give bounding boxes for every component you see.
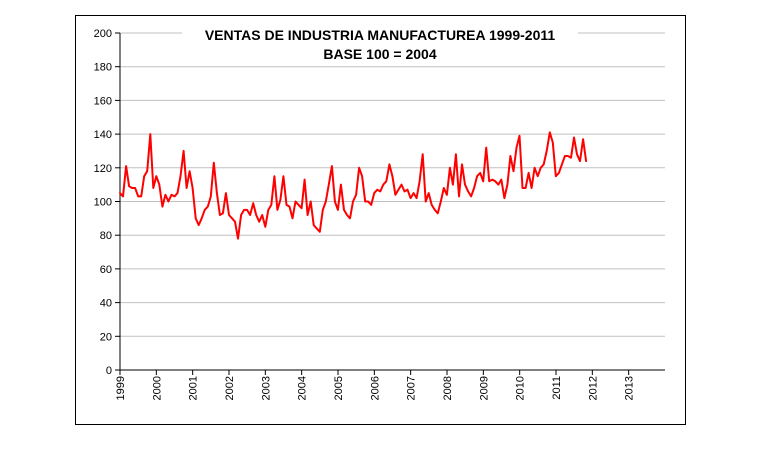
x-tick-label: 1999 (115, 376, 127, 400)
x-tick-label: 2008 (442, 376, 454, 400)
x-tick-label: 2002 (224, 376, 236, 400)
y-tick-label: 80 (100, 230, 112, 242)
chart-subtitle: BASE 100 = 2004 (323, 46, 436, 62)
y-tick-label: 20 (100, 331, 112, 343)
y-tick-label: 140 (94, 129, 112, 141)
y-tick-label: 200 (94, 28, 112, 40)
x-tick-label: 2000 (151, 376, 163, 400)
title-layer: VENTAS DE INDUSTRIA MANUFACTUREA 1999-20… (182, 22, 578, 62)
y-tick-label: 160 (94, 95, 112, 107)
x-tick-label: 2011 (551, 376, 563, 400)
x-tick-label: 2013 (624, 376, 636, 400)
grid-layer (120, 32, 665, 337)
y-tick-label: 180 (94, 62, 112, 74)
x-tick-label: 2006 (369, 376, 381, 400)
x-tick-label: 2005 (333, 376, 345, 400)
y-tick-label: 100 (94, 197, 112, 209)
x-tick-label: 2001 (188, 376, 200, 400)
x-tick-label: 2004 (297, 376, 309, 400)
x-tick-label: 2003 (260, 376, 272, 400)
y-tick-label: 120 (94, 163, 112, 175)
chart-title: VENTAS DE INDUSTRIA MANUFACTUREA 1999-20… (205, 27, 556, 43)
axis-layer: 0 20 40 60 80 100 120 140 160 180 200 1999 2000 2001 2… (94, 28, 665, 400)
y-tick-label: 40 (100, 298, 112, 310)
y-tick-label: 60 (100, 264, 112, 276)
line-chart: 0 20 40 60 80 100 120 140 160 180 200 1999 2000 2001 2… (94, 22, 665, 400)
title-background (182, 22, 578, 62)
series-layer (119, 131, 588, 240)
y-tick-label: 0 (106, 365, 112, 377)
chart-frame: 0 20 40 60 80 100 120 140 160 180 200 1999 2000 2001 2… (75, 15, 686, 425)
x-tick-label: 2010 (515, 376, 527, 400)
series-line (119, 131, 588, 240)
x-tick-label: 2009 (478, 376, 490, 400)
x-tick-label: 2007 (406, 376, 418, 400)
x-tick-label: 2012 (587, 376, 599, 400)
